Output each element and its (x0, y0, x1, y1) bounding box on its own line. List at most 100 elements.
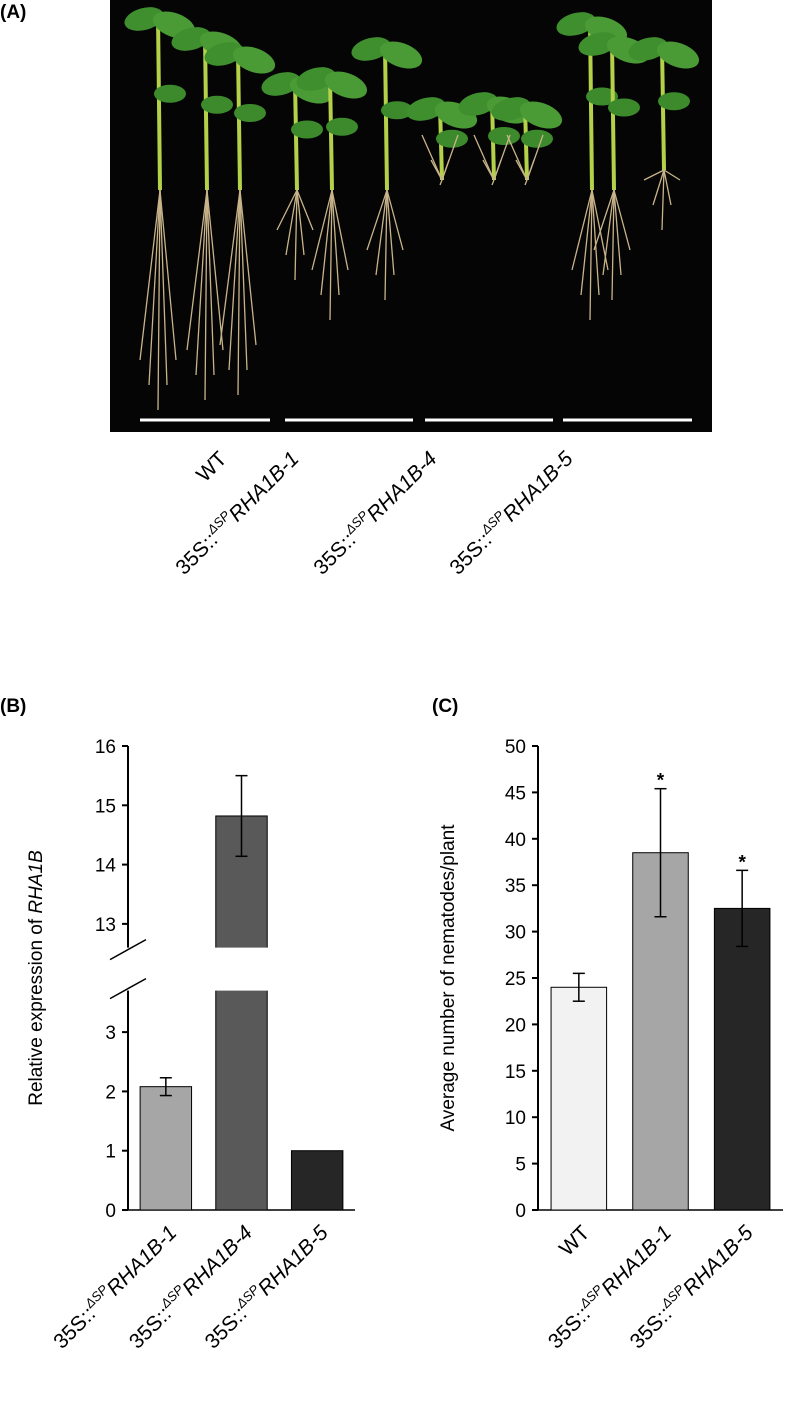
label-gene: RHA1B-1 (597, 1221, 676, 1300)
y-tick-label: 50 (505, 737, 526, 758)
root (206, 189, 224, 351)
root (589, 189, 593, 321)
leaf (628, 37, 668, 61)
root (661, 169, 665, 231)
y-tick-label: 45 (505, 783, 526, 804)
y-tick-label: 3 (105, 1023, 116, 1044)
root (524, 179, 528, 186)
stem (236, 49, 242, 191)
y-tick-label: 35 (505, 876, 526, 897)
y-tick-label: 2 (105, 1082, 116, 1103)
root (593, 189, 615, 251)
root (239, 189, 257, 346)
bar (139, 1086, 193, 1211)
leaf (351, 37, 391, 61)
root (311, 189, 333, 271)
root (219, 189, 241, 346)
y-tick-label: 20 (505, 1015, 526, 1036)
root (331, 189, 349, 271)
leaf (406, 97, 446, 121)
leaf (154, 84, 186, 103)
root (285, 189, 298, 256)
bar (713, 907, 771, 1211)
leaf (234, 104, 266, 122)
root (276, 189, 298, 231)
root (613, 189, 631, 251)
y-tick-label: 25 (505, 969, 526, 990)
root (366, 189, 388, 251)
root (441, 134, 459, 181)
root (652, 169, 665, 206)
root (384, 189, 388, 301)
root (526, 134, 544, 181)
root (515, 159, 528, 181)
bar (550, 986, 608, 1211)
leaf (608, 98, 640, 117)
leaf (656, 41, 700, 69)
leaf (379, 41, 423, 69)
root (506, 134, 528, 181)
root (602, 189, 615, 276)
leaf (324, 71, 368, 99)
y-tick-label: 5 (515, 1155, 526, 1176)
leaf (578, 32, 618, 56)
root (329, 189, 333, 321)
leaf (232, 46, 276, 74)
leaf (519, 101, 563, 129)
leaf (204, 42, 244, 66)
root (294, 189, 298, 281)
y-axis-title: Relative expression of RHA1B (26, 850, 47, 1106)
category-label: 35S::ΔSPRHA1B-4 (307, 445, 441, 579)
plant-photo (110, 0, 712, 432)
root (375, 189, 388, 276)
panel-label: (B) (0, 696, 26, 717)
y-axis-title-text: Average number of nematodes/plant (438, 824, 459, 1132)
root (331, 189, 340, 296)
y-tick-label: 0 (105, 1201, 116, 1222)
y-axis-title-text: Relative expression of (26, 914, 47, 1106)
significance-mark: * (657, 771, 665, 792)
root (159, 189, 168, 386)
leaf (326, 117, 358, 136)
root (186, 189, 208, 351)
root (643, 169, 665, 181)
leaf (491, 97, 531, 121)
stem (383, 44, 389, 191)
leaf (521, 129, 553, 148)
root (591, 189, 600, 296)
panel-label: (A) (0, 2, 26, 23)
leaf (458, 92, 498, 116)
leaf (488, 127, 520, 145)
error-bar (736, 869, 749, 948)
root (206, 189, 215, 376)
root (473, 134, 495, 181)
root (320, 189, 333, 296)
leaf (171, 27, 211, 51)
root (296, 189, 314, 231)
root (421, 134, 443, 181)
category-label: WT (555, 1221, 594, 1260)
root (237, 189, 241, 396)
root (157, 189, 161, 411)
root (430, 159, 443, 181)
leaf (381, 101, 413, 120)
root (663, 169, 672, 206)
root (239, 189, 248, 371)
break-mark (109, 977, 147, 1000)
root (296, 189, 305, 256)
stem (610, 39, 616, 191)
y-tick-label: 15 (505, 1062, 526, 1083)
label-gene: RHA1B-5 (254, 1221, 333, 1300)
root (139, 189, 161, 361)
leaf (201, 95, 233, 114)
root (482, 159, 495, 181)
category-label: WT (192, 447, 231, 486)
leaf (586, 87, 618, 106)
leaf (291, 120, 323, 139)
axis-break-gap (114, 947, 355, 991)
leaf (124, 7, 164, 31)
root (228, 189, 241, 371)
stem (156, 14, 162, 191)
y-tick-label: 16 (95, 737, 116, 758)
leaf (261, 72, 301, 96)
